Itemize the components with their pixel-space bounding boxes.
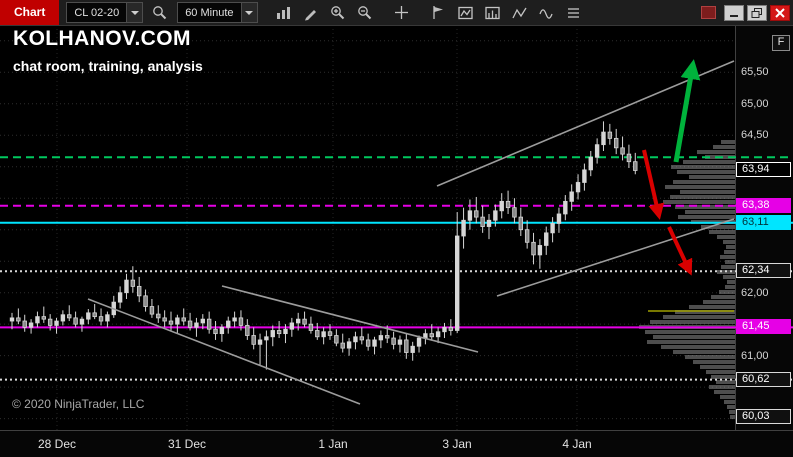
price-axis-label: 62,00 bbox=[741, 286, 769, 299]
panel-chart-button[interactable] bbox=[455, 3, 477, 22]
chevron-down-icon[interactable] bbox=[126, 3, 143, 22]
list-icon bbox=[568, 7, 579, 18]
panel-bar-chart-icon bbox=[485, 6, 500, 19]
minimize-icon bbox=[730, 14, 738, 17]
toolbar: Chart CL 02-20 60 Minute bbox=[0, 0, 793, 26]
price-marker: 60,03 bbox=[736, 408, 791, 424]
crosshair-button[interactable] bbox=[391, 3, 413, 22]
price-axis[interactable]: F 65,50 65,00 64,50 62,00 61,00 63,94 63,38 63,… bbox=[735, 0, 793, 457]
price-marker: 63,38 bbox=[736, 197, 791, 213]
time-axis[interactable]: 28 Dec 31 Dec 1 Jan 3 Jan 4 Jan bbox=[0, 430, 793, 457]
chart-style-button[interactable] bbox=[273, 3, 295, 22]
price-marker: 61,45 bbox=[736, 319, 791, 335]
price-marker: 63,11 bbox=[736, 214, 791, 230]
price-marker: 63,94 bbox=[736, 162, 791, 178]
watermark-title: KOLHANOV.COM bbox=[13, 27, 191, 50]
zoom-out-button[interactable] bbox=[354, 3, 376, 22]
copyright-text: © 2020 NinjaTrader, LLC bbox=[12, 397, 145, 411]
close-button[interactable] bbox=[770, 4, 790, 21]
red-square-button[interactable] bbox=[701, 6, 716, 19]
zigzag-icon bbox=[512, 7, 527, 18]
pencil-icon bbox=[304, 9, 316, 20]
zigzag-button[interactable] bbox=[509, 3, 531, 22]
time-axis-label: 3 Jan bbox=[442, 437, 472, 451]
search-icon bbox=[152, 6, 166, 20]
chevron-down-icon[interactable] bbox=[240, 3, 257, 22]
time-axis-label: 4 Jan bbox=[562, 437, 592, 451]
time-axis-label: 28 Dec bbox=[37, 437, 77, 451]
zoom-in-icon bbox=[331, 6, 345, 20]
instrument-search-button[interactable] bbox=[148, 3, 170, 22]
window-controls bbox=[701, 4, 790, 21]
wave-button[interactable] bbox=[536, 3, 558, 22]
time-axis-label: 31 Dec bbox=[167, 437, 207, 451]
time-axis-label: 1 Jan bbox=[318, 437, 348, 451]
crosshair-icon bbox=[395, 6, 408, 19]
restore-icon bbox=[751, 7, 762, 18]
chart-style-icon bbox=[277, 6, 290, 19]
watermark-subtitle: chat room, training, analysis bbox=[13, 58, 203, 74]
price-axis-label: 65,50 bbox=[741, 66, 769, 79]
flag-button[interactable] bbox=[428, 3, 450, 22]
drawing-tools-button[interactable] bbox=[300, 3, 322, 22]
zoom-in-button[interactable] bbox=[327, 3, 349, 22]
interval-selector[interactable]: 60 Minute bbox=[177, 2, 258, 23]
price-marker: 62,34 bbox=[736, 263, 791, 279]
price-axis-label: 64,50 bbox=[741, 129, 769, 142]
panel-bars-button[interactable] bbox=[482, 3, 504, 22]
interval-value: 60 Minute bbox=[185, 6, 234, 19]
wave-icon bbox=[539, 8, 553, 19]
panel-line-chart-icon bbox=[458, 6, 473, 19]
price-marker: 60,62 bbox=[736, 371, 791, 387]
minimize-button[interactable] bbox=[724, 4, 744, 21]
price-axis-label: 61,00 bbox=[741, 349, 769, 362]
flag-icon bbox=[433, 6, 443, 19]
chart-tab[interactable]: Chart bbox=[0, 0, 60, 25]
restore-button[interactable] bbox=[747, 4, 767, 21]
zoom-out-icon bbox=[358, 6, 372, 20]
price-axis-label: 65,00 bbox=[741, 97, 769, 110]
close-icon bbox=[775, 7, 785, 18]
list-button[interactable] bbox=[563, 3, 585, 22]
instrument-value: CL 02-20 bbox=[74, 6, 120, 19]
instrument-selector[interactable]: CL 02-20 bbox=[66, 2, 144, 23]
fixed-scale-indicator[interactable]: F bbox=[772, 35, 790, 51]
